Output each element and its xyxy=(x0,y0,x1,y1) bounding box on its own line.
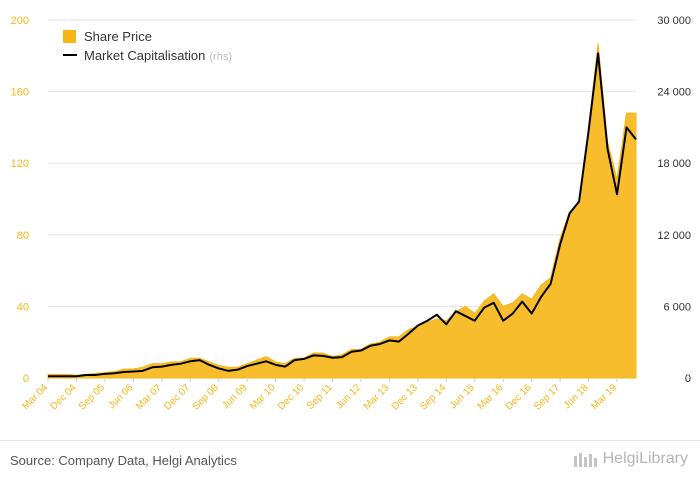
x-tick-label: Jun 12 xyxy=(334,382,363,411)
x-tick-label: Jun 09 xyxy=(220,382,249,411)
left-tick-label: 200 xyxy=(11,15,29,27)
x-tick-label: Jun 18 xyxy=(562,382,591,411)
right-axis-ticks: 0 6 000 12 000 18 000 24 000 30 000 xyxy=(657,15,691,385)
plot-area xyxy=(47,43,637,379)
x-tick-label: Sep 14 xyxy=(418,382,448,412)
x-tick-label: Mar 04 xyxy=(20,382,50,412)
x-tick-label: Sep 11 xyxy=(305,382,335,412)
left-tick-label: 40 xyxy=(17,301,29,313)
legend-share-price-label: Share Price xyxy=(84,29,152,44)
x-tick-label: Sep 05 xyxy=(77,382,107,412)
x-tick-label: Mar 19 xyxy=(589,382,619,412)
right-tick-label: 18 000 xyxy=(657,158,691,170)
x-tick-label: Jun 15 xyxy=(448,382,477,411)
series-share-price-area xyxy=(47,43,637,379)
legend-market-cap-label: Market Capitalisation (rhs) xyxy=(84,48,232,63)
x-tick-label: Mar 07 xyxy=(134,382,164,412)
x-tick-label: Mar 16 xyxy=(476,382,506,412)
logo-text: HelgiLibrary xyxy=(602,450,688,467)
left-tick-label: 80 xyxy=(17,230,29,242)
right-tick-label: 24 000 xyxy=(657,87,691,99)
x-tick-label: Dec 07 xyxy=(162,382,192,412)
legend-market-cap-suffix: (rhs) xyxy=(209,51,232,63)
x-tick-label: Mar 13 xyxy=(362,382,392,412)
left-tick-label: 0 xyxy=(23,373,29,385)
left-tick-label: 160 xyxy=(11,87,29,99)
x-tick-label: Dec 13 xyxy=(390,382,420,412)
source-note: Source: Company Data, Helgi Analytics xyxy=(10,453,237,468)
footer: Source: Company Data, Helgi Analytics He… xyxy=(0,440,700,484)
chart-canvas: 0 40 80 120 160 200 0 6 000 12 000 18 000 24 000 3… xyxy=(11,15,691,413)
legend-market-cap-name: Market Capitalisation xyxy=(84,48,205,63)
left-tick-label: 120 xyxy=(11,158,29,170)
x-tick-label: Jun 06 xyxy=(106,382,135,411)
x-tick-label: Dec 16 xyxy=(504,382,534,412)
x-tick-label: Sep 17 xyxy=(532,382,562,412)
right-tick-label: 12 000 xyxy=(657,230,691,242)
legend: Share Price Market Capitalisation (rhs) xyxy=(63,29,232,63)
legend-share-price-swatch xyxy=(63,30,76,43)
x-tick-label: Dec 10 xyxy=(276,382,306,412)
right-tick-label: 0 xyxy=(685,373,691,385)
right-tick-label: 6 000 xyxy=(663,301,691,313)
left-axis-ticks: 0 40 80 120 160 200 xyxy=(11,15,29,385)
right-tick-label: 30 000 xyxy=(657,15,691,27)
x-tick-label: Mar 10 xyxy=(248,382,278,412)
x-tick-label: Sep 08 xyxy=(191,382,221,412)
helgi-library-logo[interactable]: HelgiLibrary xyxy=(573,450,688,468)
x-tick-label: Dec 04 xyxy=(48,382,78,412)
series-market-cap-line xyxy=(48,52,637,378)
library-icon xyxy=(573,453,597,467)
